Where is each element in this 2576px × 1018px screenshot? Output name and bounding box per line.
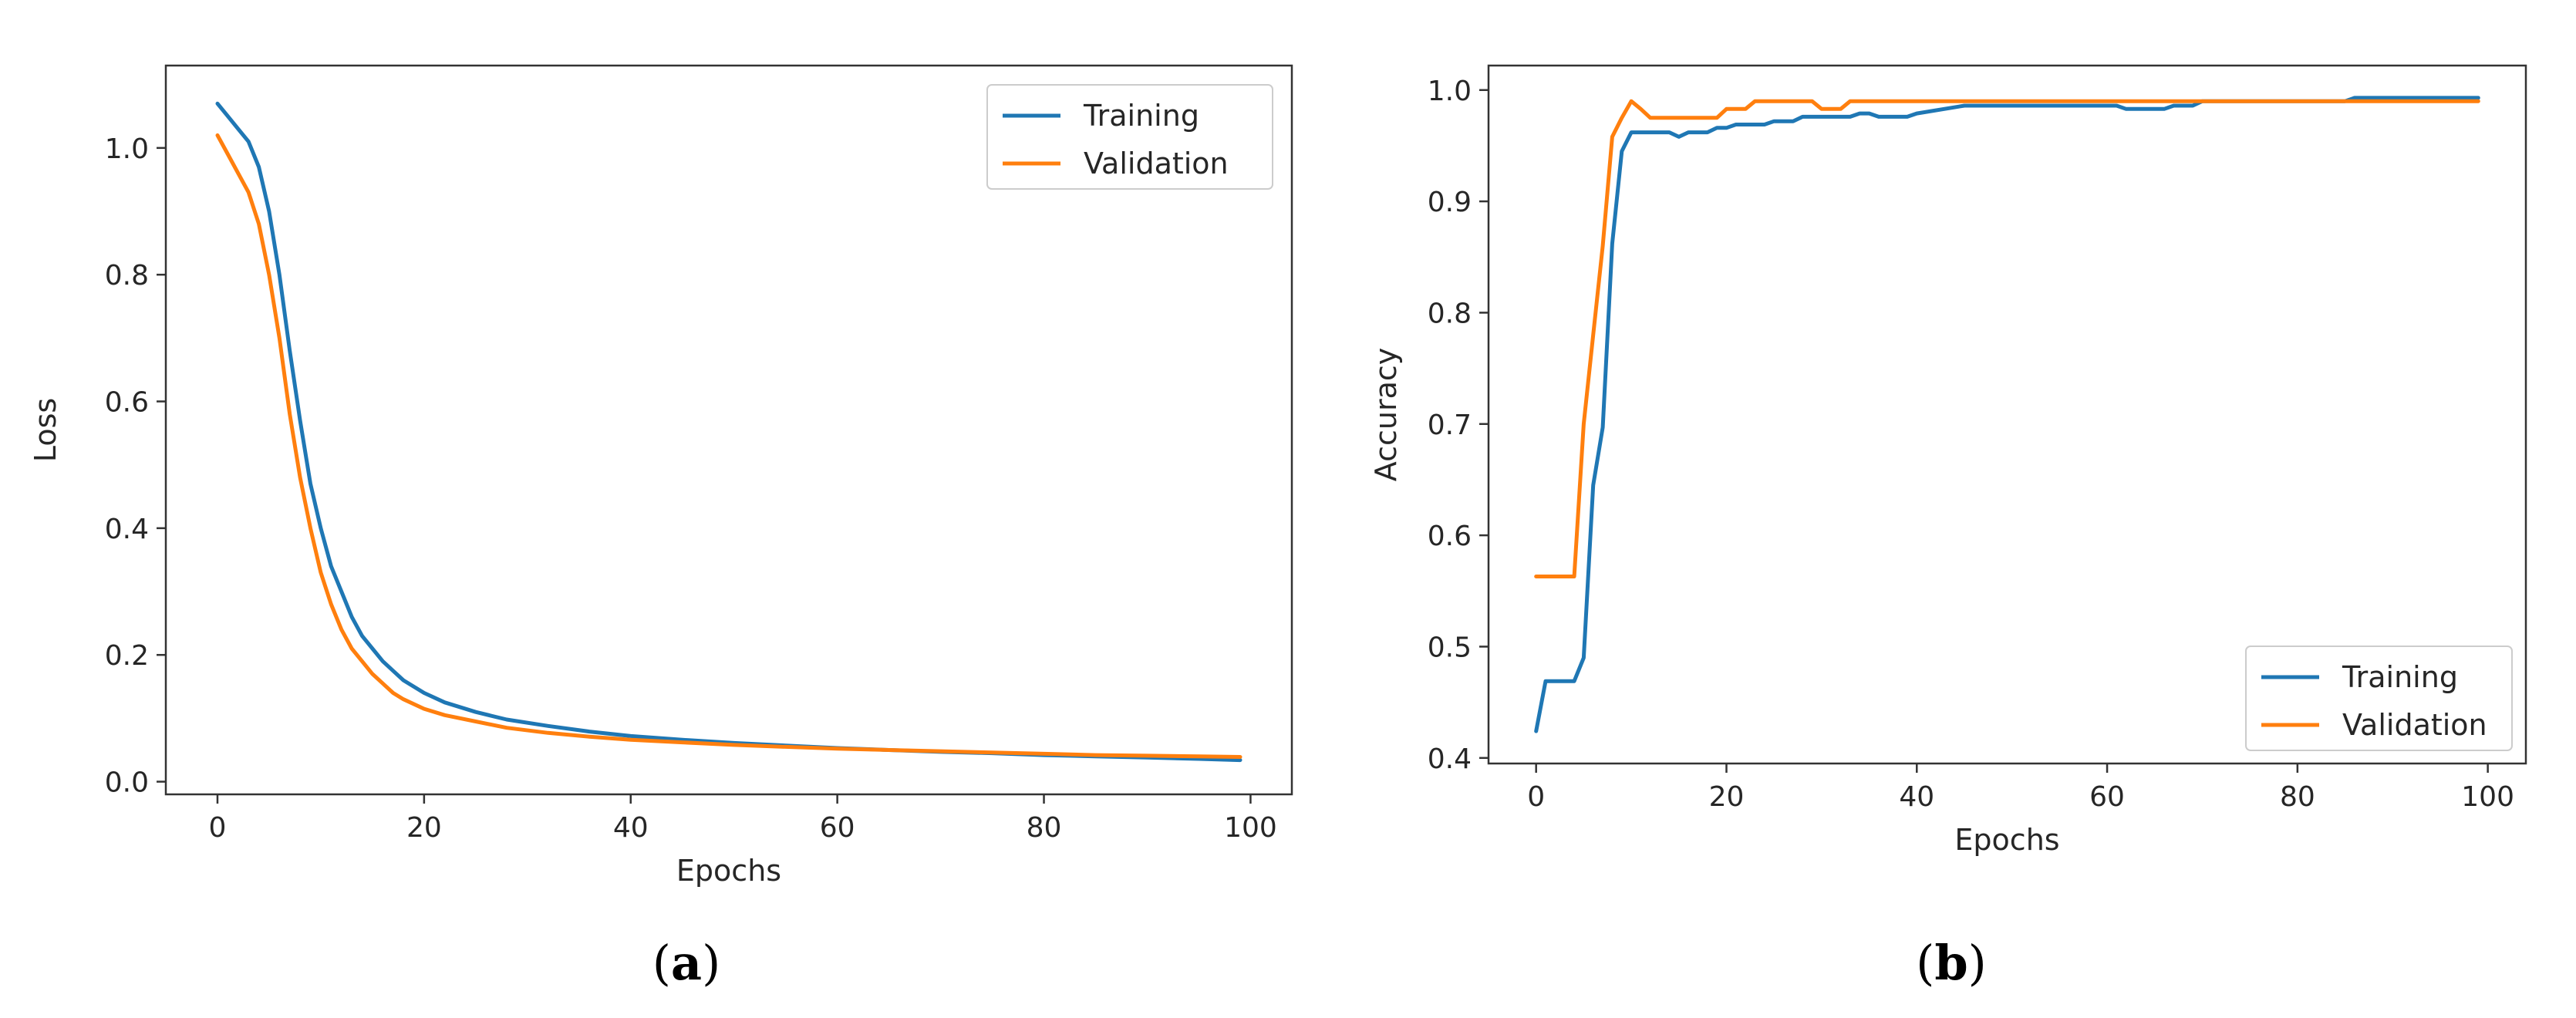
y-tick-label: 1.0 [1428, 76, 1472, 107]
chart-panel-a: 0 20 40 60 80 100 0.0 0.2 0.4 0.6 0.8 1.0 Epochs Loss… [29, 64, 1293, 991]
legend-label-validation: Validation [2342, 708, 2487, 742]
y-tick-label: 0.9 [1428, 187, 1472, 218]
legend-label-training: Training [1083, 99, 1199, 133]
x-tick-label: 40 [1899, 781, 1934, 813]
legend: Training Validation [986, 84, 1273, 190]
caption-close-paren: ) [1968, 935, 1987, 991]
x-tick-label: 40 [613, 812, 649, 844]
chart-panel-b: 0 20 40 60 80 100 0.4 0.5 0.6 0.7 0.8 0.9 1.0 Epochs A… [1369, 64, 2527, 991]
x-tick-label: 0 [209, 812, 227, 844]
caption-letter: b [1934, 935, 1967, 991]
caption-close-paren: ) [702, 935, 720, 991]
x-tick-label: 60 [2089, 781, 2125, 813]
plot-frame [164, 64, 1293, 796]
caption-letter: a [671, 935, 702, 991]
x-tick-label: 20 [406, 812, 442, 844]
y-tick-label: 0.6 [105, 387, 149, 419]
panel-caption: (b) [1916, 935, 1987, 991]
x-tick-label: 80 [2280, 781, 2315, 813]
y-tick-label: 0.5 [1428, 632, 1472, 663]
caption-open-paren: ( [652, 935, 671, 991]
y-tick-label: 0.0 [105, 767, 149, 799]
series-line-validation [1534, 99, 2480, 578]
y-tick-label: 0.6 [1428, 521, 1472, 552]
x-axis-label: Epochs [1954, 823, 2059, 857]
y-axis-label: Loss [29, 398, 62, 462]
legend-label-training: Training [2342, 660, 2458, 694]
y-tick-label: 1.0 [105, 133, 149, 165]
plot-frame [1487, 64, 2527, 765]
x-tick-label: 80 [1027, 812, 1062, 844]
y-tick-label: 0.8 [105, 260, 149, 292]
x-tick-label: 100 [2461, 781, 2514, 813]
series-line-training [1534, 96, 2480, 733]
series-line-training [215, 101, 1242, 763]
x-tick-label: 0 [1527, 781, 1545, 813]
x-axis-label: Epochs [676, 854, 781, 888]
y-tick-label: 0.2 [105, 640, 149, 672]
y-tick-label: 0.4 [105, 514, 149, 545]
legend: Training Validation [2245, 646, 2513, 751]
legend-label-validation: Validation [1084, 147, 1229, 180]
series-line-validation [215, 133, 1242, 759]
y-tick-label: 0.8 [1428, 298, 1472, 329]
panel-caption: (a) [652, 935, 721, 991]
y-tick-label: 0.7 [1428, 410, 1472, 441]
x-tick-label: 60 [820, 812, 855, 844]
y-tick-label: 0.4 [1428, 743, 1472, 775]
caption-open-paren: ( [1916, 935, 1934, 991]
x-tick-label: 20 [1709, 781, 1745, 813]
x-tick-label: 100 [1224, 812, 1277, 844]
y-axis-label: Accuracy [1369, 348, 1403, 482]
